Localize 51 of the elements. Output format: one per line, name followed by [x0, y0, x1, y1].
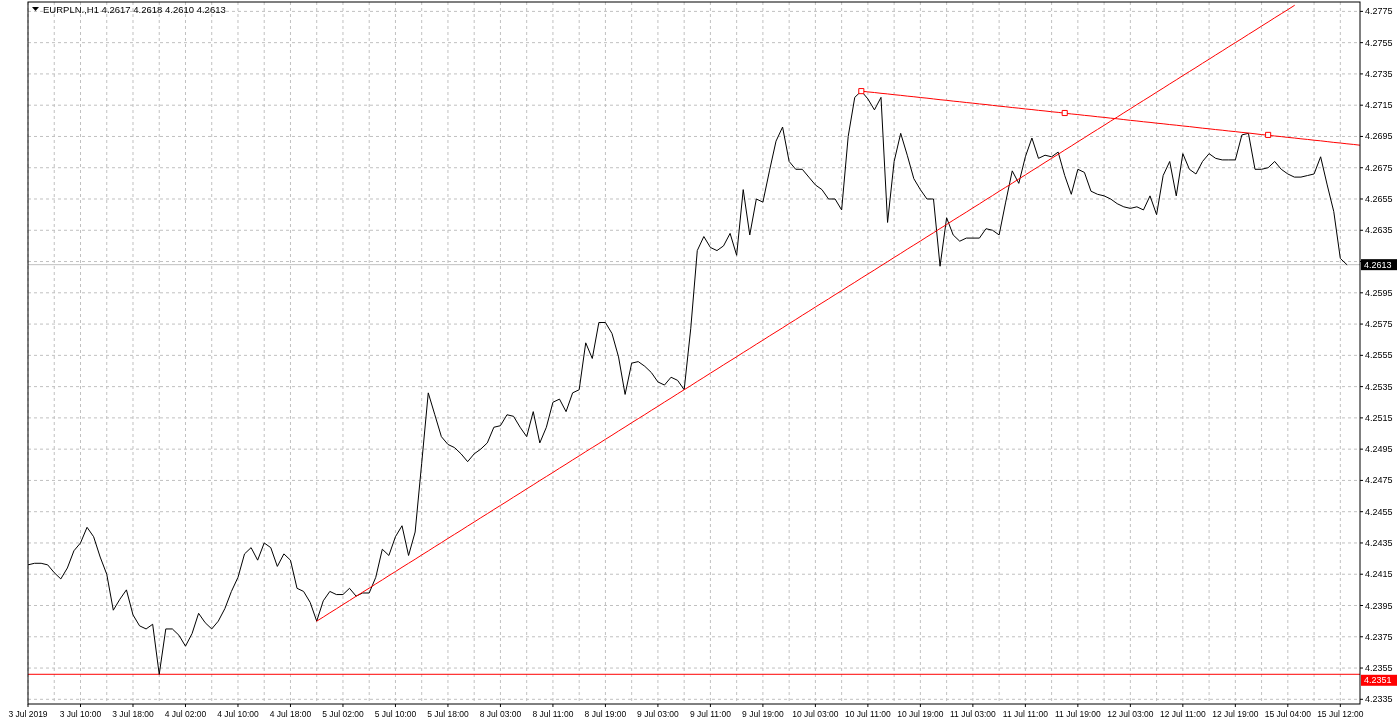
y-tick-label: 4.2595: [1365, 287, 1393, 298]
x-tick-label: 12 Jul 11:00: [1159, 709, 1206, 719]
x-tick-label: 3 Jul 18:00: [112, 709, 155, 719]
y-tick-label: 4.2495: [1365, 444, 1393, 455]
x-tick-label: 8 Jul 11:00: [532, 709, 574, 719]
x-tick-label: 4 Jul 18:00: [269, 709, 312, 719]
x-tick-label: 5 Jul 10:00: [374, 709, 417, 719]
x-tick-label: 9 Jul 19:00: [742, 709, 784, 719]
x-tick-label: 15 Jul 12:00: [1317, 709, 1364, 719]
x-tick-label: 3 Jul 10:00: [59, 709, 102, 719]
y-tick-label: 4.2515: [1365, 412, 1393, 423]
y-tick-label: 4.2395: [1365, 600, 1393, 611]
y-tick-label: 4.2475: [1365, 475, 1393, 486]
x-tick-label: 9 Jul 11:00: [689, 709, 732, 719]
x-tick-label: 12 Jul 19:00: [1212, 709, 1259, 719]
y-tick-label: 4.2635: [1365, 225, 1393, 236]
x-tick-label: 11 Jul 19:00: [1055, 709, 1101, 719]
x-tick-label: 8 Jul 03:00: [479, 709, 522, 719]
x-tick-label: 11 Jul 11:00: [1002, 709, 1049, 719]
y-tick-label: 4.2535: [1365, 381, 1393, 392]
y-tick-label: 4.2655: [1365, 194, 1393, 204]
ref-line-label: 4.2613: [1364, 259, 1392, 270]
x-tick-label: 8 Jul 19:00: [584, 709, 627, 719]
x-tick-label: 15 Jul 04:00: [1264, 709, 1312, 719]
y-tick-label: 4.2435: [1365, 537, 1393, 548]
x-tick-label: 10 Jul 11:00: [845, 709, 891, 719]
x-tick-label: 9 Jul 03:00: [637, 709, 679, 719]
y-tick-label: 4.2675: [1365, 162, 1393, 173]
x-tick-label: 3 Jul 2019: [8, 709, 48, 719]
ref-line-label: 4.2351: [1364, 675, 1392, 686]
y-tick-label: 4.2775: [1365, 6, 1393, 17]
x-tick-label: 5 Jul 02:00: [322, 709, 365, 719]
x-tick-label: 10 Jul 19:00: [897, 709, 944, 719]
y-tick-label: 4.2695: [1365, 131, 1393, 142]
x-tick-label: 4 Jul 10:00: [217, 709, 260, 719]
y-tick-label: 4.2355: [1365, 663, 1393, 674]
y-tick-label: 4.2715: [1365, 100, 1393, 111]
y-tick-label: 4.2575: [1365, 319, 1393, 330]
x-tick-label: 5 Jul 18:00: [427, 709, 469, 719]
y-tick-label: 4.2375: [1365, 631, 1393, 642]
x-tick-label: 12 Jul 03:00: [1107, 709, 1154, 719]
y-tick-label: 4.2755: [1365, 37, 1393, 48]
x-tick-label: 10 Jul 03:00: [792, 709, 839, 719]
y-tick-label: 4.2415: [1365, 569, 1393, 580]
x-tick-label: 11 Jul 03:00: [950, 709, 996, 719]
y-tick-label: 4.2335: [1365, 694, 1393, 705]
y-tick-label: 4.2455: [1365, 506, 1393, 517]
y-tick-label: 4.2555: [1365, 350, 1393, 361]
x-tick-label: 4 Jul 02:00: [164, 709, 207, 719]
chart-title: EURPLN.,H1 4.2617 4.2618 4.2610 4.2613: [43, 4, 226, 15]
y-tick-label: 4.2735: [1365, 68, 1393, 79]
